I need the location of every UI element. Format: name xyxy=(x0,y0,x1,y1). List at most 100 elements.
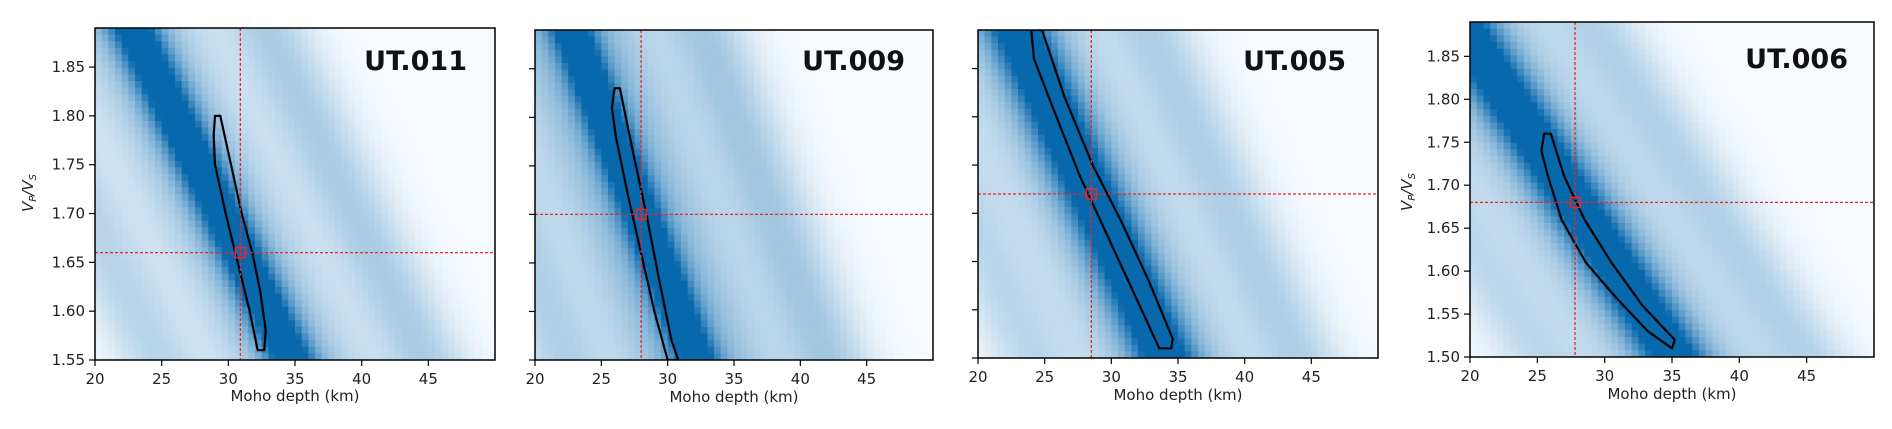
heatmap-cell xyxy=(368,213,376,222)
heatmap-cell xyxy=(475,47,483,56)
heatmap-cell xyxy=(680,82,689,90)
heatmap-cell xyxy=(435,220,443,228)
heatmap-cell xyxy=(415,346,423,354)
heatmap-cell xyxy=(375,167,383,175)
heatmap-cell xyxy=(161,28,169,36)
heatmap-cell xyxy=(261,247,269,255)
heatmap-cell xyxy=(588,109,596,117)
heatmap-cell xyxy=(401,240,409,248)
heatmap-cell xyxy=(101,293,109,301)
heatmap-cell xyxy=(168,127,176,135)
heatmap-cell xyxy=(773,162,782,170)
heatmap-cell xyxy=(408,273,416,281)
heatmap-cell xyxy=(455,107,463,115)
heatmap-cell xyxy=(388,87,396,95)
heatmap-cell xyxy=(441,174,449,182)
heatmap-cell xyxy=(700,30,709,38)
heatmap-cell xyxy=(181,47,189,56)
heatmap-cell xyxy=(913,181,921,189)
heatmap-cell xyxy=(594,135,602,143)
heatmap-cell xyxy=(175,333,183,341)
heatmap-cell xyxy=(535,122,543,130)
heatmap-cell xyxy=(121,120,129,129)
heatmap-cell xyxy=(101,160,109,169)
heatmap-cell xyxy=(148,326,156,335)
heatmap-cell xyxy=(315,120,323,129)
heatmap-cell xyxy=(441,160,449,169)
heatmap-cell xyxy=(275,207,283,215)
heatmap-cell xyxy=(128,227,136,235)
heatmap-cell xyxy=(601,241,609,249)
heatmap-cell xyxy=(627,49,636,57)
heatmap-cell xyxy=(760,96,768,104)
heatmap-cell xyxy=(268,320,276,328)
heatmap-cell xyxy=(201,127,209,135)
heatmap-cell xyxy=(481,167,489,175)
heatmap-cell xyxy=(634,122,642,130)
heatmap-cell xyxy=(707,162,715,170)
heatmap-cell xyxy=(913,36,921,44)
heatmap-cell xyxy=(135,114,143,122)
heatmap-cell xyxy=(355,101,363,109)
heatmap-cell xyxy=(488,127,495,135)
heatmap-cell xyxy=(707,142,715,150)
heatmap-cell xyxy=(241,54,249,62)
heatmap-cell xyxy=(700,56,709,64)
heatmap-cell xyxy=(188,67,196,76)
heatmap-cell xyxy=(361,340,369,348)
heatmap-cell xyxy=(541,188,549,196)
heatmap-cell xyxy=(594,96,602,104)
heatmap-cell xyxy=(787,221,795,229)
heatmap-cell xyxy=(734,155,742,163)
heatmap-cell xyxy=(381,286,389,295)
heatmap-cell xyxy=(248,101,256,109)
heatmap-cell xyxy=(135,267,143,275)
heatmap-cell xyxy=(475,81,483,89)
heatmap-cell xyxy=(215,94,223,102)
heatmap-cell xyxy=(275,333,283,341)
heatmap-cell xyxy=(295,260,303,268)
heatmap-cell xyxy=(441,127,449,135)
heatmap-cell xyxy=(906,155,914,163)
heatmap-cell xyxy=(747,234,755,242)
heatmap-cell xyxy=(401,94,409,102)
heatmap-cell xyxy=(428,154,436,162)
heatmap-cell xyxy=(201,67,209,76)
heatmap-cell xyxy=(361,293,369,301)
heatmap-cell xyxy=(813,201,821,209)
heatmap-cell xyxy=(261,353,269,360)
heatmap-cell xyxy=(740,82,748,90)
heatmap-cell xyxy=(235,213,243,222)
heatmap-cell xyxy=(428,227,436,235)
heatmap-cell xyxy=(328,326,336,335)
heatmap-cell xyxy=(455,213,463,222)
heatmap-cell xyxy=(161,200,169,208)
heatmap-cell xyxy=(488,300,495,308)
heatmap-cell xyxy=(840,69,848,77)
heatmap-cell xyxy=(554,201,563,209)
heatmap-cell xyxy=(415,114,423,122)
heatmap-cell xyxy=(228,306,236,315)
heatmap-cell xyxy=(860,69,868,77)
heatmap-cell xyxy=(554,30,563,38)
heatmap-cell xyxy=(455,41,463,49)
heatmap-cell xyxy=(707,188,715,196)
heatmap-cell xyxy=(408,74,416,82)
heatmap-cell xyxy=(879,63,888,71)
heatmap-cell xyxy=(680,135,689,143)
heatmap-cell xyxy=(288,293,296,301)
heatmap-cell xyxy=(700,63,709,71)
heatmap-cell xyxy=(241,81,249,89)
heatmap-cell xyxy=(740,148,748,156)
heatmap-cell xyxy=(301,187,309,195)
heatmap-cell xyxy=(275,134,283,142)
heatmap-cell xyxy=(574,96,583,104)
heatmap-cell xyxy=(115,267,123,275)
heatmap-cell xyxy=(813,221,821,229)
heatmap-cell xyxy=(395,28,403,36)
heatmap-cell xyxy=(700,228,709,236)
heatmap-cell xyxy=(913,96,921,104)
heatmap-cell xyxy=(215,194,223,202)
heatmap-cell xyxy=(308,47,316,56)
heatmap-cell xyxy=(734,69,742,77)
